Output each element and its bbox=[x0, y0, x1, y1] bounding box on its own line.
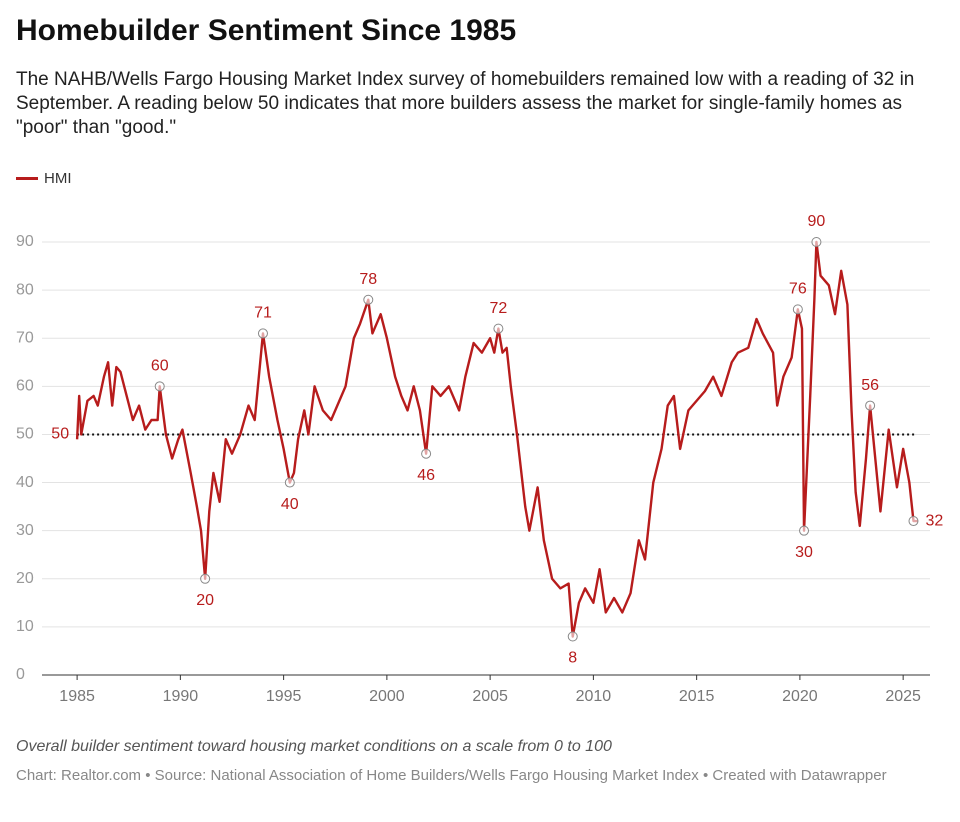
annotation-label: 78 bbox=[359, 271, 377, 288]
x-tick-label: 2020 bbox=[782, 688, 818, 705]
y-tick-label: 90 bbox=[16, 233, 34, 250]
caption: Overall builder sentiment toward housing… bbox=[16, 738, 612, 755]
chart-title: Homebuilder Sentiment Since 1985 bbox=[16, 14, 517, 47]
annotation-label: 76 bbox=[789, 281, 807, 298]
source: Chart: Realtor.com • Source: National As… bbox=[16, 767, 887, 784]
y-tick-label: 80 bbox=[16, 281, 34, 298]
annotation-label: 20 bbox=[196, 592, 214, 609]
legend-swatch bbox=[16, 177, 38, 180]
annotation-label: 90 bbox=[808, 213, 826, 230]
annotation-label: 32 bbox=[925, 512, 943, 529]
annotation-label: 72 bbox=[489, 300, 507, 317]
annotation-marker bbox=[908, 516, 919, 527]
x-tick-label: 2015 bbox=[679, 688, 715, 705]
chart-subtitle: The NAHB/Wells Fargo Housing Market Inde… bbox=[16, 69, 915, 138]
annotation-label: 60 bbox=[151, 358, 169, 375]
annotation-marker bbox=[567, 631, 578, 642]
y-tick-label: 30 bbox=[16, 522, 34, 539]
annotation-marker bbox=[257, 328, 268, 339]
y-tick-label: 0 bbox=[16, 666, 25, 683]
annotation-marker bbox=[200, 573, 211, 584]
reference-label: 50 bbox=[51, 426, 69, 443]
chart: 0 10 20 30 40 50 60 70 80 90 1985 1990 1995 2000 2005 2… bbox=[16, 213, 943, 705]
annotation-label: 71 bbox=[254, 305, 272, 322]
annotation-marker bbox=[154, 381, 165, 392]
x-tick-label: 1990 bbox=[163, 688, 199, 705]
y-tick-label: 40 bbox=[16, 474, 34, 491]
annotation-marker bbox=[493, 323, 504, 334]
x-tick-label: 2025 bbox=[885, 688, 921, 705]
y-tick-label: 70 bbox=[16, 329, 34, 346]
annotation-label: 30 bbox=[795, 544, 813, 561]
annotation-label: 8 bbox=[568, 650, 577, 667]
annotation-label: 46 bbox=[417, 467, 435, 484]
annotation-marker bbox=[792, 304, 803, 315]
annotation-marker bbox=[284, 477, 295, 488]
annotation-marker bbox=[363, 294, 374, 305]
legend: HMI bbox=[16, 170, 72, 187]
x-tick-label: 2005 bbox=[472, 688, 508, 705]
annotation-label: 56 bbox=[861, 377, 879, 394]
annotation-marker bbox=[799, 525, 810, 536]
y-tick-label: 60 bbox=[16, 378, 34, 395]
annotation-marker bbox=[811, 237, 822, 247]
y-tick-label: 20 bbox=[16, 570, 34, 587]
y-tick-label: 50 bbox=[16, 426, 34, 443]
annotation-label: 40 bbox=[281, 496, 299, 513]
x-tick-label: 1995 bbox=[266, 688, 302, 705]
annotation-marker bbox=[421, 448, 432, 459]
x-tick-label: 2000 bbox=[369, 688, 405, 705]
line bbox=[75, 240, 918, 638]
legend-label: HMI bbox=[44, 170, 72, 187]
x-tick-label: 1985 bbox=[59, 688, 95, 705]
y-tick-label: 10 bbox=[16, 618, 34, 635]
annotation-marker bbox=[865, 400, 876, 411]
x-tick-label: 2010 bbox=[576, 688, 612, 705]
